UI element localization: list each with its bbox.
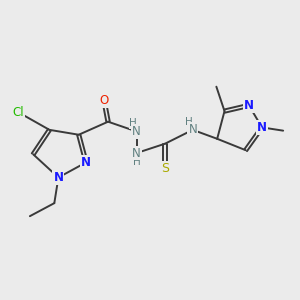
Text: N: N (188, 123, 197, 136)
Text: O: O (99, 94, 109, 106)
Text: S: S (161, 162, 169, 175)
Text: N: N (81, 156, 91, 169)
Text: Cl: Cl (13, 106, 24, 119)
Text: N: N (244, 99, 254, 112)
Text: H: H (133, 157, 140, 167)
Text: N: N (257, 121, 267, 134)
Text: N: N (132, 147, 141, 160)
Text: N: N (53, 171, 63, 184)
Text: N: N (132, 125, 141, 138)
Text: H: H (185, 117, 193, 127)
Text: H: H (129, 118, 137, 128)
